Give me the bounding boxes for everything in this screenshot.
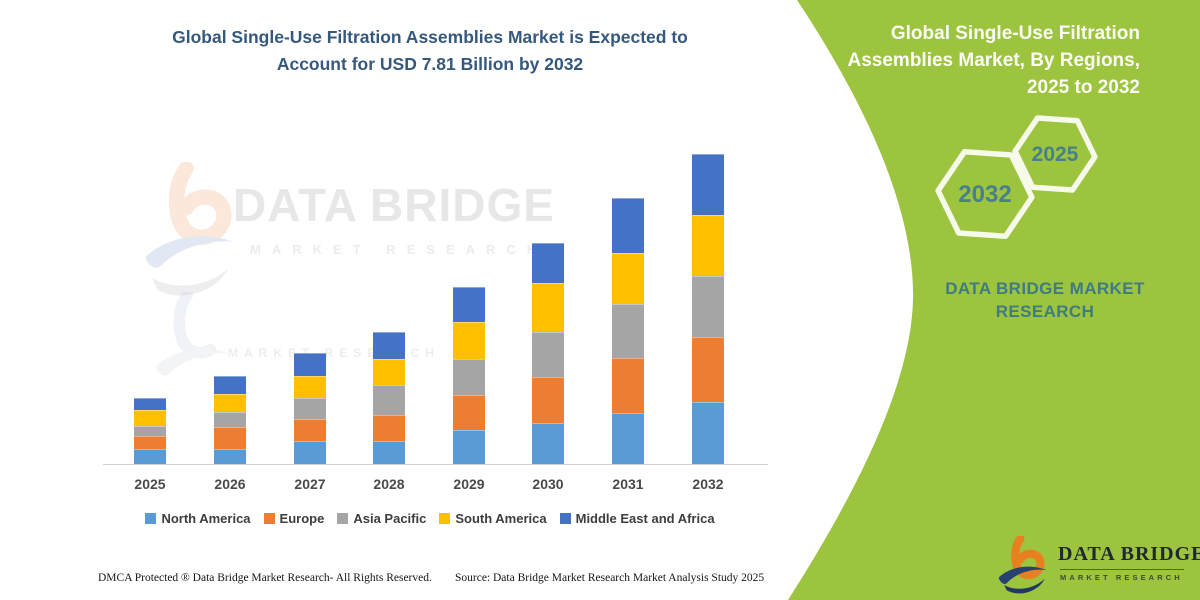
legend-label: Asia Pacific bbox=[353, 511, 427, 526]
bar-segment-europe bbox=[294, 419, 326, 442]
legend-item-middle-east-and-africa: Middle East and Africa bbox=[559, 511, 715, 526]
footer-source: Source: Data Bridge Market Research Mark… bbox=[455, 572, 765, 584]
bar-segment-middle-east-and-africa bbox=[214, 375, 246, 394]
x-axis-label-2029: 2029 bbox=[453, 476, 485, 492]
x-axis-line bbox=[103, 464, 768, 465]
bar-segment-europe bbox=[532, 376, 564, 424]
stacked-bar-chart bbox=[134, 154, 724, 464]
bar-segment-north-america bbox=[532, 423, 564, 464]
chart-title-line1: Global Single-Use Filtration Assemblies … bbox=[172, 27, 688, 47]
bar-segment-middle-east-and-africa bbox=[612, 198, 644, 253]
hexagon-2025-label: 2025 bbox=[1031, 143, 1079, 166]
bar-2027 bbox=[294, 352, 326, 464]
data-bridge-logo-icon bbox=[998, 536, 1048, 594]
bar-segment-north-america bbox=[294, 441, 326, 464]
bar-segment-north-america bbox=[612, 413, 644, 464]
bar-segment-south-america bbox=[532, 283, 564, 332]
panel-heading-line1: Global Single-Use Filtration bbox=[890, 23, 1140, 44]
bar-segment-north-america bbox=[453, 429, 485, 464]
chart-title: Global Single-Use Filtration Assemblies … bbox=[115, 24, 745, 78]
hexagon-2025-icon bbox=[1012, 115, 1098, 193]
x-axis-label-2028: 2028 bbox=[373, 476, 405, 492]
bar-segment-asia-pacific bbox=[134, 425, 166, 437]
panel-brand-text: DATA BRIDGE MARKET RESEARCH bbox=[895, 277, 1195, 323]
bar-segment-asia-pacific bbox=[373, 385, 405, 415]
chart-legend: North America Europe Asia Pacific South Ame… bbox=[95, 511, 765, 526]
bar-segment-north-america bbox=[373, 440, 405, 464]
bar-segment-north-america bbox=[134, 448, 166, 464]
bar-segment-middle-east-and-africa bbox=[294, 352, 326, 376]
hexagon-2032-label: 2032 bbox=[958, 181, 1012, 208]
bar-segment-south-america bbox=[214, 393, 246, 413]
x-axis-label-2027: 2027 bbox=[294, 476, 326, 492]
legend-item-south-america: South America bbox=[439, 511, 547, 526]
x-axis-label-2025: 2025 bbox=[134, 476, 166, 492]
green-swoosh-shape bbox=[788, 0, 1200, 600]
bar-segment-asia-pacific bbox=[294, 398, 326, 420]
bar-segment-south-america bbox=[612, 252, 644, 304]
bar-segment-south-america bbox=[373, 358, 405, 386]
bar-segment-middle-east-and-africa bbox=[453, 287, 485, 322]
legend-label: South America bbox=[455, 511, 547, 526]
bar-2031 bbox=[612, 198, 644, 464]
panel-brand-line1: DATA BRIDGE MARKET bbox=[945, 279, 1145, 298]
legend-swatch-icon bbox=[337, 513, 349, 524]
bar-segment-middle-east-and-africa bbox=[692, 154, 724, 216]
legend-item-north-america: North America bbox=[145, 511, 251, 526]
bar-segment-asia-pacific bbox=[692, 275, 724, 337]
panel-heading: Global Single-Use Filtration Assemblies … bbox=[810, 20, 1141, 101]
legend-swatch-icon bbox=[263, 513, 275, 524]
legend-label: Middle East and Africa bbox=[575, 511, 715, 526]
x-axis-label-2031: 2031 bbox=[612, 476, 644, 492]
bar-segment-europe bbox=[134, 436, 166, 449]
bar-segment-north-america bbox=[214, 448, 246, 464]
legend-item-europe: Europe bbox=[263, 511, 325, 526]
bar-segment-europe bbox=[373, 414, 405, 441]
bar-segment-europe bbox=[453, 394, 485, 430]
legend-swatch-icon bbox=[439, 513, 451, 524]
bar-segment-south-america bbox=[294, 375, 326, 399]
bar-segment-middle-east-and-africa bbox=[134, 397, 166, 411]
hexagon-2032-icon bbox=[935, 149, 1035, 239]
bar-segment-north-america bbox=[692, 401, 724, 464]
legend-item-asia-pacific: Asia Pacific bbox=[337, 511, 426, 526]
bar-2030 bbox=[532, 243, 564, 464]
bar-2032 bbox=[692, 154, 724, 464]
x-axis-label-2026: 2026 bbox=[214, 476, 246, 492]
legend-label: Europe bbox=[279, 511, 325, 526]
legend-swatch-icon bbox=[559, 513, 571, 524]
logo-divider bbox=[1060, 569, 1184, 570]
panel-heading-line3: 2025 to 2032 bbox=[1026, 77, 1140, 98]
bar-segment-middle-east-and-africa bbox=[373, 331, 405, 359]
bar-2026 bbox=[214, 375, 246, 464]
bar-segment-asia-pacific bbox=[453, 358, 485, 395]
panel-heading-line2: Assemblies Market, By Regions, bbox=[847, 50, 1141, 71]
x-axis-label-2030: 2030 bbox=[532, 476, 564, 492]
bar-2025 bbox=[134, 397, 166, 464]
bar-segment-asia-pacific bbox=[612, 303, 644, 359]
bar-segment-asia-pacific bbox=[532, 331, 564, 377]
panel-brand-line2: RESEARCH bbox=[995, 302, 1095, 321]
bar-segment-europe bbox=[214, 427, 246, 449]
bar-segment-south-america bbox=[453, 321, 485, 359]
data-bridge-logo-text: DATA BRIDGE bbox=[1058, 543, 1200, 565]
x-axis-label-2032: 2032 bbox=[692, 476, 724, 492]
data-bridge-logo-subtext: MARKET RESEARCH bbox=[1060, 573, 1183, 582]
bar-segment-south-america bbox=[134, 410, 166, 426]
footer-copyright: DMCA Protected ® Data Bridge Market Rese… bbox=[98, 572, 432, 584]
bar-segment-europe bbox=[612, 358, 644, 414]
legend-label: North America bbox=[161, 511, 251, 526]
bar-2028 bbox=[373, 331, 405, 464]
legend-swatch-icon bbox=[145, 513, 157, 524]
chart-title-line2: Account for USD 7.81 Billion by 2032 bbox=[276, 54, 584, 74]
bar-segment-europe bbox=[692, 336, 724, 402]
bar-segment-middle-east-and-africa bbox=[532, 243, 564, 284]
bar-segment-south-america bbox=[692, 215, 724, 276]
bar-segment-asia-pacific bbox=[214, 412, 246, 428]
bar-2029 bbox=[453, 287, 485, 464]
